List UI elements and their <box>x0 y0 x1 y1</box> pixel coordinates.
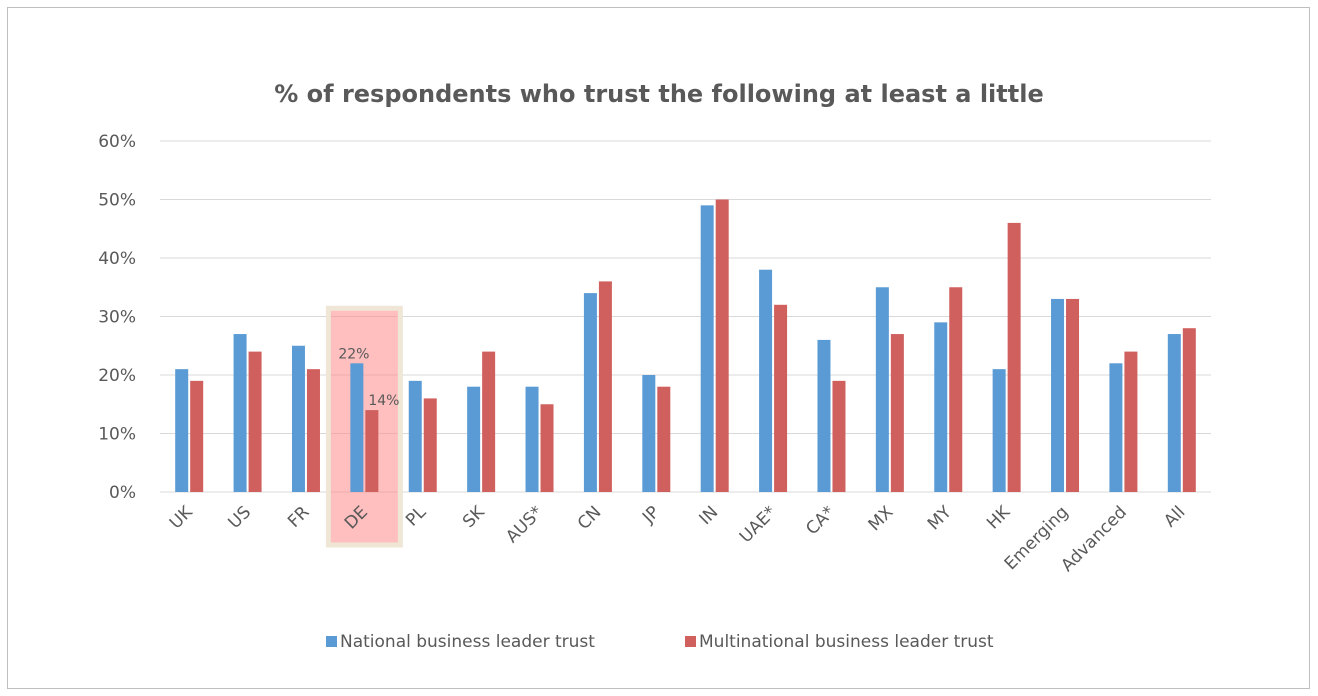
bar-multinational <box>774 304 788 492</box>
y-tick-label: 10% <box>98 425 136 445</box>
x-tick-label: CA* <box>802 502 839 539</box>
bars <box>175 199 1196 492</box>
bar-national <box>1051 298 1065 492</box>
bar-multinational <box>482 351 496 492</box>
x-tick-label: IN <box>696 502 723 529</box>
bar-national <box>233 334 247 492</box>
y-tick-label: 30% <box>98 308 136 328</box>
bar-multinational <box>715 199 729 492</box>
bar-multinational <box>1066 298 1080 492</box>
bar-national <box>467 386 481 492</box>
legend-swatch <box>685 636 696 647</box>
x-tick-label: MX <box>865 502 898 535</box>
bar-national <box>759 269 773 492</box>
x-tick-label: SK <box>459 502 489 532</box>
bar-national <box>700 205 714 492</box>
bar-multinational <box>365 410 379 492</box>
bar-national <box>875 287 889 492</box>
y-tick-label: 20% <box>98 366 136 386</box>
x-tick-label: UK <box>166 502 197 533</box>
x-tick-label: FR <box>284 502 314 532</box>
bar-multinational <box>1182 328 1196 492</box>
bar-national <box>642 375 656 492</box>
bar-national <box>175 369 189 492</box>
data-labels: 22% 14% <box>338 346 399 409</box>
legend-swatch <box>326 636 337 647</box>
bar-multinational <box>949 287 963 492</box>
bar-multinational <box>423 398 437 492</box>
y-tick-label: 0% <box>109 483 136 503</box>
highlight-layer <box>325 305 403 548</box>
bar-multinational <box>540 404 554 492</box>
bar-national <box>525 386 539 492</box>
bar-multinational <box>1007 222 1021 492</box>
bar-multinational <box>306 369 320 492</box>
bar-multinational <box>1124 351 1138 492</box>
bar-national <box>350 363 364 492</box>
bar-multinational <box>248 351 262 492</box>
y-tick-label: 60% <box>98 132 136 152</box>
y-tick-label: 40% <box>98 249 136 269</box>
chart-frame: % of respondents who trust the following… <box>7 7 1310 689</box>
bar-multinational <box>657 386 671 492</box>
x-tick-label: All <box>1160 502 1189 531</box>
data-label: 22% <box>338 346 369 362</box>
bar-chart: % of respondents who trust the following… <box>98 80 1211 652</box>
data-label: 14% <box>368 393 399 409</box>
bar-multinational <box>190 380 204 492</box>
x-tick-label: CN <box>574 502 606 534</box>
x-tick-label: US <box>225 502 256 533</box>
bar-national <box>934 322 948 492</box>
bar-national <box>1167 334 1181 492</box>
x-tick-label: HK <box>983 502 1015 534</box>
bar-multinational <box>890 334 904 492</box>
bar-national <box>583 293 597 492</box>
highlight-box <box>325 305 403 548</box>
legend-label: National business leader trust <box>340 632 595 652</box>
bar-national <box>408 380 422 492</box>
bar-multinational <box>598 281 612 492</box>
bar-national <box>1109 363 1123 492</box>
bar-multinational <box>832 380 846 492</box>
legend-label: Multinational business leader trust <box>699 632 994 652</box>
x-tick-label: UAE* <box>736 502 781 547</box>
x-axis-ticks: UK US FR DE PL SK AUS* CN JP IN UAE* CA* MX MY HKEmerg… <box>166 502 1189 576</box>
chart-title: % of respondents who trust the following… <box>274 80 1043 108</box>
x-tick-label: PL <box>402 502 430 530</box>
x-tick-label: MY <box>924 502 956 534</box>
legend: National business leader trust Multinatio… <box>326 632 994 652</box>
bar-national <box>817 339 831 492</box>
x-tick-label: AUS* <box>502 502 547 547</box>
x-tick-label: JP <box>638 502 664 528</box>
y-axis-ticks: 0% 10% 20% 30% 40% 50% 60% <box>98 132 136 503</box>
bar-national <box>992 369 1006 492</box>
bar-national <box>291 345 305 492</box>
y-tick-label: 50% <box>98 191 136 211</box>
